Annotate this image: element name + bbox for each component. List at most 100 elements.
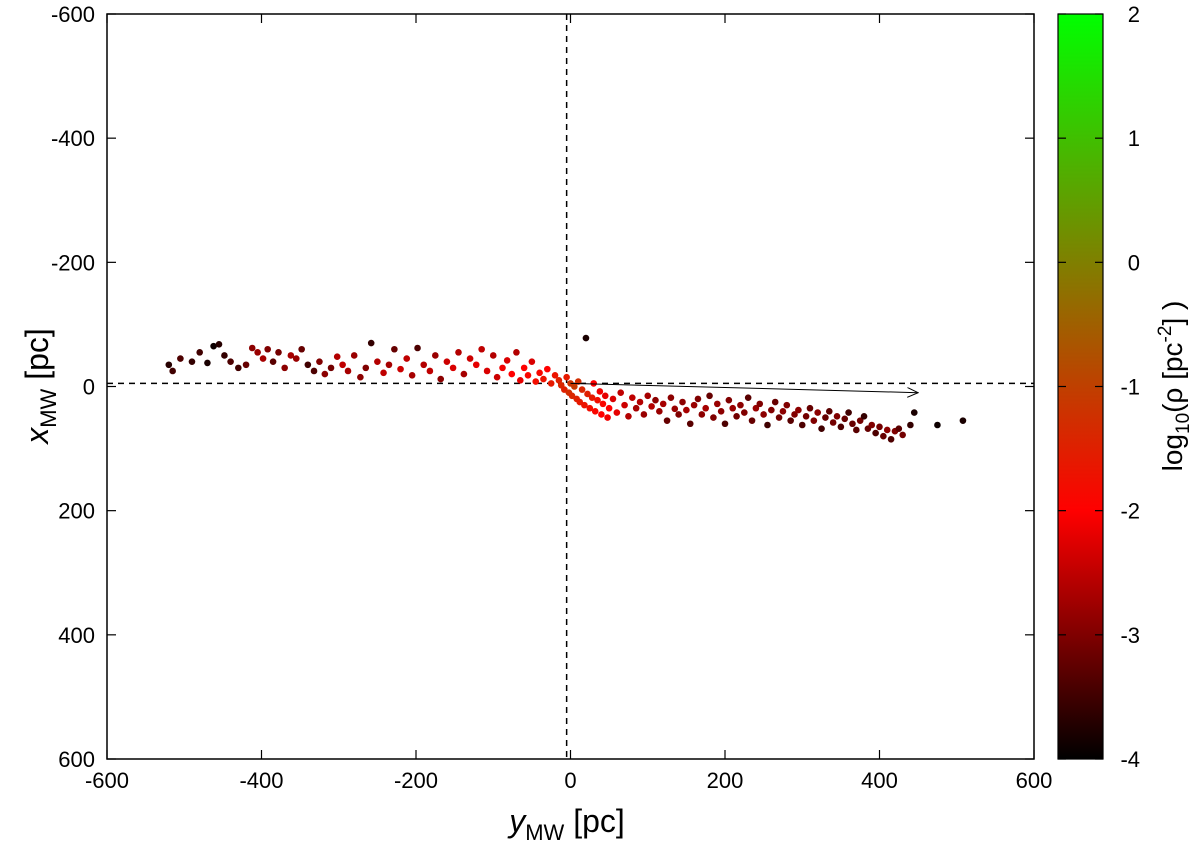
data-point bbox=[339, 361, 346, 369]
data-point bbox=[613, 409, 621, 416]
data-point bbox=[806, 404, 814, 412]
data-point bbox=[513, 349, 520, 356]
data-point bbox=[814, 409, 821, 416]
data-point bbox=[887, 435, 895, 443]
data-point bbox=[520, 364, 528, 372]
data-point bbox=[605, 404, 613, 412]
data-point bbox=[298, 345, 305, 353]
x-tick-label: 200 bbox=[707, 768, 744, 793]
data-point bbox=[617, 389, 625, 397]
data-point bbox=[596, 388, 604, 395]
data-point bbox=[397, 365, 404, 373]
colorbar-label-sub: 10 bbox=[1173, 413, 1194, 434]
data-point bbox=[571, 383, 578, 390]
data-point bbox=[690, 401, 698, 409]
data-point bbox=[710, 414, 717, 421]
x-tick-label: 0 bbox=[564, 768, 576, 793]
data-point bbox=[437, 375, 445, 383]
data-point bbox=[818, 425, 825, 433]
data-point bbox=[544, 365, 551, 373]
data-point bbox=[493, 373, 501, 381]
data-point bbox=[683, 406, 690, 414]
data-point bbox=[640, 411, 648, 418]
data-point bbox=[449, 364, 457, 372]
data-point bbox=[883, 426, 891, 434]
data-point bbox=[737, 401, 744, 409]
data-point bbox=[713, 400, 721, 408]
colorbar-label-suffix: ] ) bbox=[1157, 301, 1188, 326]
data-point bbox=[706, 392, 713, 400]
data-point bbox=[443, 358, 451, 365]
data-point bbox=[825, 408, 833, 415]
data-point bbox=[350, 352, 358, 359]
data-point bbox=[783, 401, 791, 409]
data-point bbox=[432, 352, 439, 359]
x-axis-label: yMW [pc] bbox=[507, 803, 625, 845]
data-point bbox=[744, 394, 752, 401]
data-point bbox=[516, 376, 524, 384]
colorbar-tick-label: 0 bbox=[1128, 250, 1140, 275]
y-tick-label: -200 bbox=[51, 250, 95, 275]
data-point bbox=[648, 403, 655, 410]
data-point bbox=[779, 408, 787, 415]
data-point bbox=[275, 349, 282, 356]
data-point bbox=[756, 400, 764, 408]
data-point bbox=[590, 380, 597, 387]
colorbar-tick-label: -1 bbox=[1120, 375, 1140, 400]
data-point bbox=[281, 364, 288, 372]
colorbar-label-mid: (ρ [pc bbox=[1157, 342, 1188, 412]
data-point bbox=[609, 395, 617, 403]
data-point bbox=[795, 406, 802, 414]
data-point bbox=[729, 404, 737, 412]
data-point bbox=[586, 404, 594, 412]
data-point bbox=[483, 367, 491, 375]
data-point bbox=[524, 372, 532, 379]
data-point bbox=[768, 406, 775, 414]
colorbar-label-sup: -2 bbox=[1155, 326, 1176, 343]
data-point bbox=[598, 411, 605, 418]
data-point bbox=[391, 345, 398, 353]
data-point bbox=[798, 421, 806, 429]
data-point bbox=[667, 394, 675, 401]
data-point bbox=[868, 421, 876, 429]
arrow-line bbox=[570, 382, 919, 392]
data-point bbox=[578, 386, 586, 393]
data-point bbox=[536, 369, 543, 377]
data-point bbox=[568, 392, 576, 400]
data-point bbox=[752, 404, 760, 412]
data-point bbox=[327, 364, 335, 372]
data-point bbox=[899, 431, 906, 439]
x-tick-label: 400 bbox=[861, 768, 898, 793]
data-point bbox=[775, 414, 783, 421]
data-point bbox=[934, 421, 941, 429]
data-point bbox=[503, 357, 511, 364]
data-point bbox=[856, 417, 864, 424]
y-axis-ticks: -600 -400 -200 0 200 400 600 bbox=[51, 2, 1034, 772]
data-point bbox=[625, 413, 632, 420]
data-point bbox=[907, 421, 914, 429]
y-tick-label: 400 bbox=[58, 623, 95, 648]
data-point bbox=[599, 400, 607, 408]
data-point bbox=[872, 429, 879, 437]
data-point bbox=[551, 372, 559, 379]
data-point bbox=[508, 370, 516, 378]
data-point bbox=[287, 352, 295, 359]
data-point bbox=[702, 404, 709, 412]
data-points bbox=[165, 334, 967, 443]
data-point bbox=[489, 352, 497, 359]
x-tick-label: -600 bbox=[85, 768, 129, 793]
data-point bbox=[269, 358, 277, 365]
y-axis-label-main: x bbox=[19, 427, 55, 446]
data-point bbox=[837, 423, 845, 431]
data-point bbox=[860, 413, 868, 420]
data-point bbox=[880, 432, 887, 440]
data-point bbox=[408, 372, 416, 379]
data-point bbox=[403, 355, 411, 362]
colorbar-ticks: -4 -3 -2 -1 0 1 2 bbox=[1058, 2, 1140, 772]
data-point bbox=[169, 367, 176, 375]
data-point bbox=[876, 423, 883, 431]
direction-arrow bbox=[570, 382, 919, 392]
data-point bbox=[367, 339, 375, 347]
data-point bbox=[760, 411, 767, 418]
